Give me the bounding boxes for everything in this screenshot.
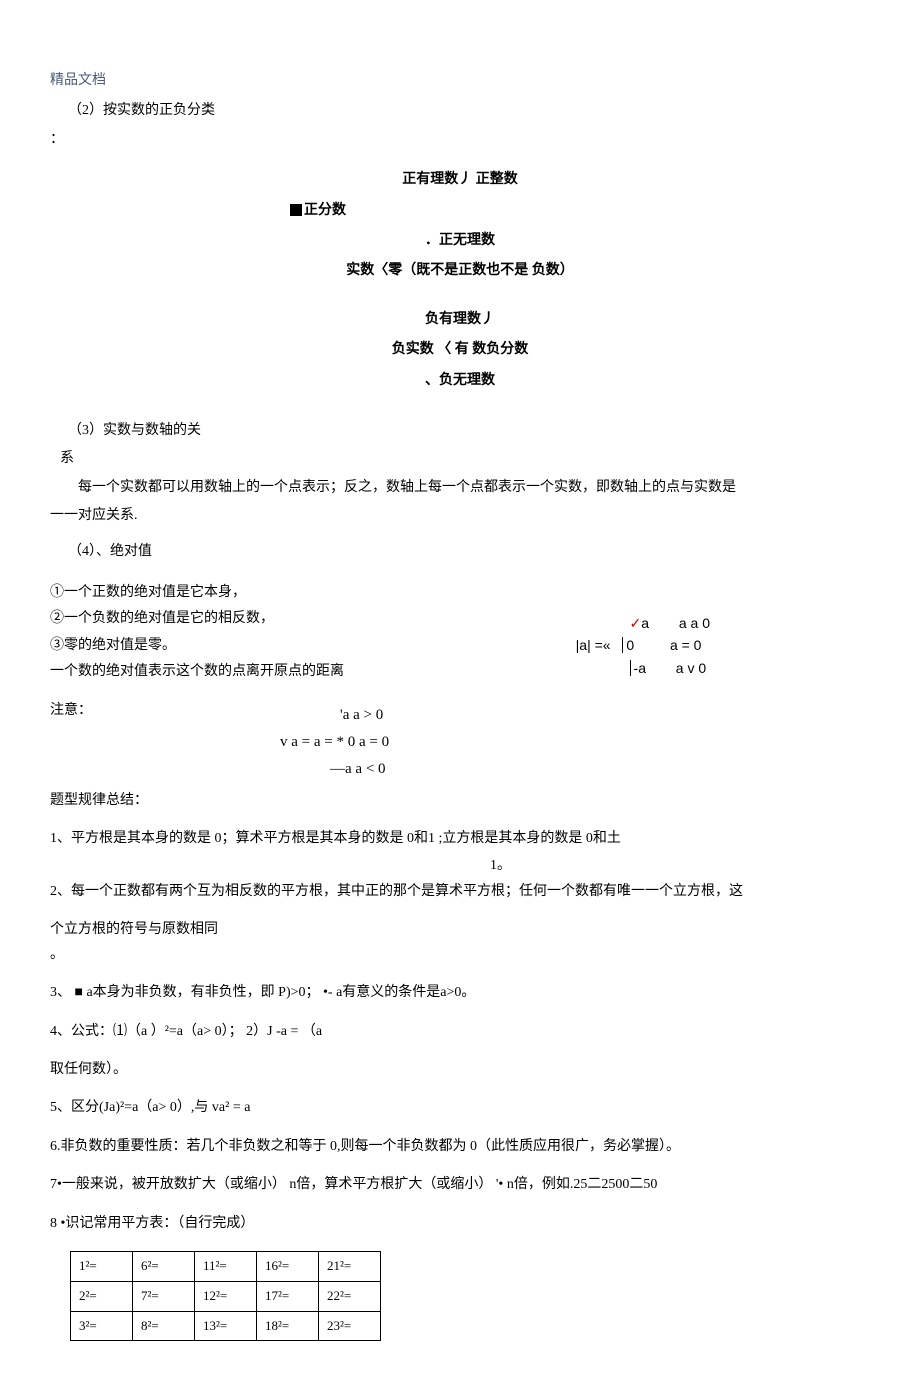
abs-left-label: |a| =« [576, 637, 611, 653]
section-4-title: （4）、绝对值 [68, 541, 870, 563]
section-3-body-2: 一一对应关系. [50, 505, 870, 527]
rule-1-sub: 1。 [490, 855, 870, 877]
note-label: 注意： [50, 700, 280, 722]
abs-r2b: a = 0 [670, 637, 702, 653]
table-cell: 17²= [257, 1281, 319, 1311]
table-cell: 3²= [71, 1311, 133, 1341]
hierarchy-line-4: 实数〈零（既不是正数也不是 负数） [50, 260, 870, 282]
table-cell: 8²= [133, 1311, 195, 1341]
section-2-colon: ： [50, 129, 870, 151]
abs-r1b: a a 0 [679, 615, 710, 631]
table-cell: 7²= [133, 1281, 195, 1311]
table-cell: 21²= [319, 1251, 381, 1281]
table-cell: 6²= [133, 1251, 195, 1281]
abs-r2a: 0 [622, 637, 634, 653]
table-cell: 12²= [195, 1281, 257, 1311]
abs-item-3: ③零的绝对值是零。 [50, 635, 530, 657]
note-row: 注意： 'a a > 0 v a = a = * 0 a = 0 —a a < … [50, 700, 870, 784]
section-2-title: （2）按实数的正负分类 [68, 100, 870, 122]
rule-3: 3、 ■ a本身为非负数，有非负性，即 P)>0； •- a有意义的条件是a>0… [50, 982, 870, 1004]
table-row: 1²= 6²= 11²= 16²= 21²= [71, 1251, 381, 1281]
document-header: 精品文档 [50, 70, 870, 92]
hierarchy-line-6: 负实数 〈 有 数负分数 [50, 339, 870, 361]
rule-2b: 个立方根的符号与原数相同 [50, 919, 870, 941]
table-cell: 18²= [257, 1311, 319, 1341]
abs-r3a: -a [630, 660, 646, 676]
abs-left-column: ①一个正数的绝对值是它本身， ②一个负数的绝对值是它的相反数， ③零的绝对值是零… [50, 582, 530, 684]
table-cell: 2²= [71, 1281, 133, 1311]
section-3-body: 每一个实数都可以用数轴上的一个点表示；反之，数轴上每一个点都表示一个实数，即数轴… [50, 477, 870, 499]
table-row: 2²= 7²= 12²= 17²= 22²= [71, 1281, 381, 1311]
table-cell: 11²= [195, 1251, 257, 1281]
formula-3: —a a < 0 [330, 757, 870, 781]
rule-2c: 。 [50, 944, 870, 966]
rule-1: 1、平方根是其本身的数是 0；算术平方根是其本身的数是 0和1 ;立方根是其本身… [50, 828, 870, 850]
red-tick-icon: ✓ [630, 615, 642, 631]
table-row: 3²= 8²= 13²= 18²= 23²= [71, 1311, 381, 1341]
table-cell: 22²= [319, 1281, 381, 1311]
formula-1: 'a a > 0 [340, 703, 870, 727]
hierarchy-line-3: ．正无理数 [50, 230, 870, 252]
section-3-title-cont: 系 [60, 448, 870, 470]
rule-2: 2、每一个正数都有两个互为相反数的平方根，其中正的那个是算术平方根；任何一个数都… [50, 881, 870, 903]
hierarchy-line-1: 正有理数丿 正整数 [50, 169, 870, 191]
squares-table: 1²= 6²= 11²= 16²= 21²= 2²= 7²= 12²= 17²=… [70, 1251, 381, 1341]
section-3-title: （3）实数与数轴的关 [68, 420, 870, 442]
abs-r3b: a v 0 [676, 660, 706, 676]
table-cell: 16²= [257, 1251, 319, 1281]
table-cell: 1²= [71, 1251, 133, 1281]
rule-4a: 4、公式：⑴（a ）²=a（a> 0）； 2）J -a = （a [50, 1021, 870, 1043]
square-icon [290, 204, 302, 216]
hierarchy-line-7: 、负无理数 [50, 370, 870, 392]
absolute-value-block: ①一个正数的绝对值是它本身， ②一个负数的绝对值是它的相反数， ③零的绝对值是零… [50, 582, 870, 692]
rule-7: 7•一般来说，被开放数扩大（或缩小） n倍，算术平方根扩大（或缩小） '• n倍… [50, 1174, 870, 1196]
rule-4b: 取任何数）。 [50, 1059, 870, 1081]
rules-heading: 题型规律总结： [50, 790, 870, 812]
abs-r1a: a [641, 615, 649, 631]
table-cell: 13²= [195, 1311, 257, 1341]
formula-2: v a = a = * 0 a = 0 [280, 730, 870, 754]
squares-table-body: 1²= 6²= 11²= 16²= 21²= 2²= 7²= 12²= 17²=… [71, 1251, 381, 1340]
rule-5: 5、区分(Ja)²=a（a> 0）,与 va² = a [50, 1097, 870, 1119]
rule-6: 6.非负数的重要性质：若几个非负数之和等于 0,则每一个非负数都为 0（此性质应… [50, 1136, 870, 1158]
abs-item-4: 一个数的绝对值表示这个数的点离开原点的距离 [50, 661, 530, 683]
hierarchy-line-2: 正分数 [290, 200, 870, 222]
hierarchy-line-2-label: 正分数 [304, 203, 346, 218]
note-formula-group: 'a a > 0 v a = a = * 0 a = 0 —a a < 0 [280, 700, 870, 784]
abs-formula-right: ✓a a a 0 |a| =« 0 a = 0 -a a v 0 [576, 612, 710, 679]
abs-item-2: ②一个负数的绝对值是它的相反数， [50, 608, 530, 630]
hierarchy-block: 正有理数丿 正整数 正分数 ．正无理数 实数〈零（既不是正数也不是 负数） 负有… [50, 169, 870, 392]
table-cell: 23²= [319, 1311, 381, 1341]
abs-item-1: ①一个正数的绝对值是它本身， [50, 582, 530, 604]
hierarchy-line-5: 负有理数丿 [50, 309, 870, 331]
rule-8: 8 •识记常用平方表：（自行完成） [50, 1213, 870, 1235]
